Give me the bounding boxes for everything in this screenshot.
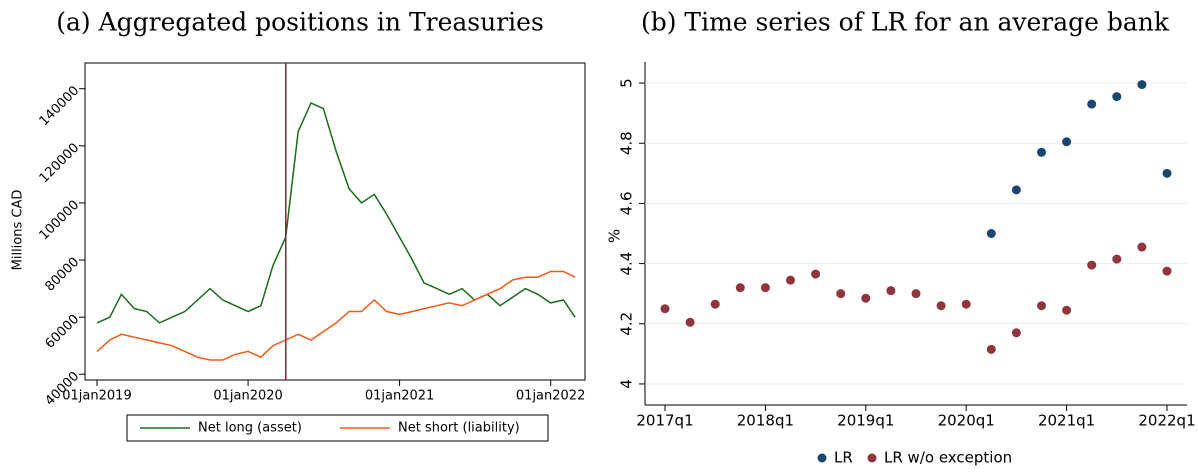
scatter-point (1112, 92, 1122, 102)
x-tick-label: 01jan2019 (62, 389, 131, 404)
scatter-point (886, 286, 896, 296)
legend-label: Net long (asset) (198, 421, 302, 436)
tick-group: 01jan2019 01jan2020 01jan2021 01jan2022 (62, 389, 585, 404)
y-tick-label: 4.4 (618, 252, 636, 276)
scatter-point (1162, 266, 1172, 276)
scatter-point (986, 229, 996, 238)
legend-label: LR (834, 449, 853, 467)
scatter-point (660, 304, 670, 314)
scatter-point (1137, 80, 1147, 90)
y-tick-label: 140000 (37, 83, 83, 129)
scatter-point (961, 299, 971, 309)
scatter-point (760, 283, 770, 293)
panel-b-title: (b) Time series of LR for an average ban… (641, 8, 1170, 37)
legend-marker (867, 453, 877, 463)
scatter-point (986, 344, 996, 354)
y-axis-title: Millions CAD (11, 190, 26, 271)
scatter-point (1087, 99, 1097, 109)
panel-b: 4 4.2 4.4 4.6 4.8 5 2017q1 2018q1 2019q1 2020q1 20… (618, 78, 1196, 466)
scatter-point (1112, 254, 1122, 264)
scatter-point (735, 283, 745, 293)
y-tick-label: 5 (618, 78, 636, 88)
legend-label: Net short (liability) (398, 421, 520, 436)
scatter-point (1037, 301, 1046, 311)
legend-marker (817, 453, 827, 463)
y-tick-label: 80000 (42, 255, 82, 295)
scatter-point (1011, 185, 1021, 195)
x-tick-label: 2018q1 (737, 412, 794, 430)
x-tick-label: 2019q1 (837, 412, 894, 430)
y-tick-label: 4.2 (618, 312, 636, 336)
y-tick-label: 120000 (37, 141, 83, 187)
panel-a-title: (a) Aggregated positions in Treasuries (56, 8, 544, 37)
y-tick-label: 100000 (37, 198, 83, 244)
line-series (96, 270, 576, 361)
x-tick-label: 2017q1 (636, 412, 693, 430)
y-tick-label: 60000 (42, 312, 82, 352)
x-tick-label: 2022q1 (1138, 412, 1195, 430)
y-axis-title: % (606, 229, 624, 243)
scatter-point (1062, 137, 1072, 147)
scatter-point (861, 293, 871, 303)
plot-frame (84, 62, 586, 381)
legend-box (126, 414, 549, 442)
scatter-point (836, 289, 846, 299)
x-tick-label: 2021q1 (1038, 412, 1095, 430)
scatter-point (1162, 168, 1172, 178)
scatter-point (710, 299, 720, 309)
scatter-point (936, 301, 946, 311)
line-series (96, 102, 576, 324)
x-tick-label: 01jan2022 (516, 389, 585, 404)
scatter-point (1062, 305, 1072, 315)
scatter-point (811, 269, 821, 279)
y-tick-label: 4.6 (618, 191, 636, 215)
scatter-point (685, 317, 695, 327)
legend-label: LR w/o exception (884, 449, 1012, 467)
scatter-point (1137, 242, 1147, 252)
scatter-point (1087, 260, 1097, 270)
y-tick-label: 4.8 (618, 131, 636, 155)
x-tick-label: 01jan2020 (213, 389, 282, 404)
x-tick-label: 01jan2021 (365, 389, 434, 404)
scatter-point (786, 275, 795, 285)
scatter-point (1037, 147, 1046, 157)
x-tick-label: 2020q1 (938, 412, 995, 430)
scatter-point (911, 289, 921, 299)
scatter-point (1011, 328, 1021, 338)
y-tick-label: 4 (618, 379, 636, 389)
